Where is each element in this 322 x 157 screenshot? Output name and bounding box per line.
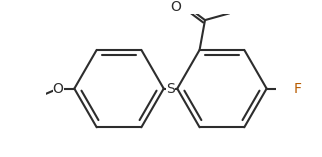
Text: F: F	[294, 82, 302, 96]
Text: O: O	[52, 82, 63, 96]
Text: O: O	[170, 0, 181, 14]
Text: S: S	[166, 82, 175, 96]
